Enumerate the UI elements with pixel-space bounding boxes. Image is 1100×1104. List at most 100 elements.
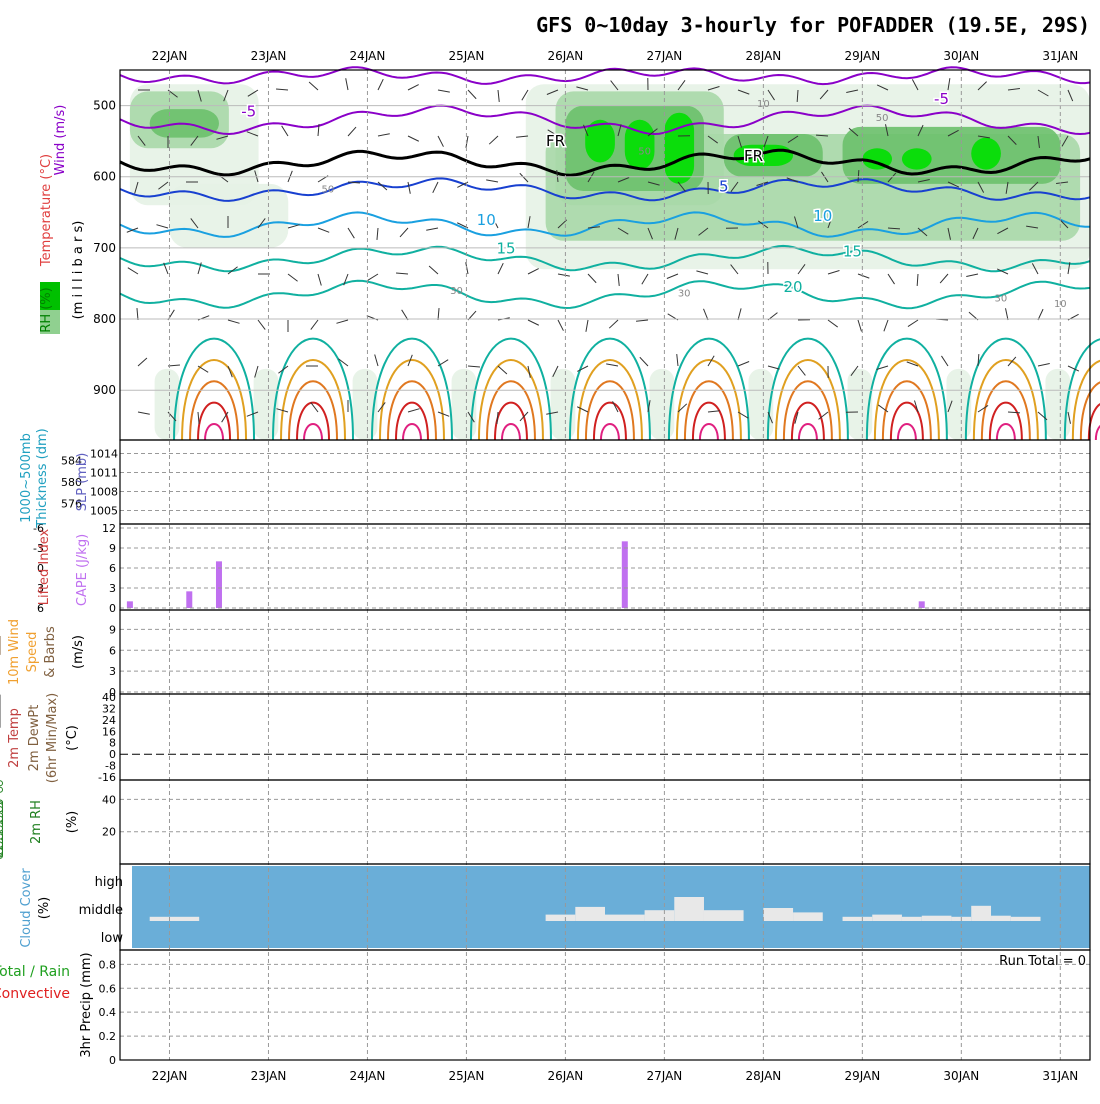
- axis-label: RH (%): [39, 287, 54, 332]
- axis-label: SLP (mb): [75, 453, 90, 512]
- cape-tick: 0: [109, 602, 116, 615]
- axis-label: (%): [37, 897, 52, 920]
- rh-shading: [971, 138, 1001, 170]
- cloud-block: [971, 906, 991, 921]
- precip-tick: 0.6: [99, 982, 117, 995]
- pressure-tick: 600: [93, 170, 116, 184]
- precip-legend-convective: Convective: [0, 986, 70, 1002]
- date-label-top: 29JAN: [844, 49, 880, 63]
- pressure-tick: 700: [93, 241, 116, 255]
- cloud-block: [763, 908, 793, 921]
- date-label-top: 28JAN: [745, 49, 781, 63]
- rh-tick: 20: [102, 826, 116, 839]
- date-label-top: 31JAN: [1042, 49, 1078, 63]
- axis-label: Wind (m/s): [53, 105, 68, 176]
- cloud-level-label: low: [101, 931, 124, 946]
- cloud-block: [922, 916, 952, 921]
- contour-label: 15: [843, 242, 862, 260]
- axis-label: Temperature (°C): [39, 154, 54, 267]
- rh-contour-label: 10: [757, 99, 770, 110]
- rh-contour-label: 10: [1054, 299, 1067, 310]
- rh-point: [0, 787, 3, 792]
- temp-tick: -16: [98, 771, 116, 784]
- axis-label: Thickness (dm): [35, 428, 50, 528]
- date-label-top: 26JAN: [548, 49, 584, 63]
- axis-label: (6hr Min/Max): [45, 693, 60, 783]
- axis-label: 1000~500mb: [19, 433, 34, 523]
- date-label-bottom: 28JAN: [745, 1069, 781, 1083]
- cloud-block: [645, 910, 675, 921]
- rh-point: [0, 807, 3, 812]
- date-label-bottom: 23JAN: [251, 1069, 287, 1083]
- contour-label: FR: [546, 132, 565, 150]
- cloud-block: [872, 915, 902, 921]
- cloud-level-label: middle: [79, 903, 123, 918]
- rh-point: [0, 842, 3, 847]
- rh-tick: 40: [102, 793, 116, 806]
- rh-shading: [664, 113, 694, 184]
- rh-point: [0, 816, 3, 821]
- axis-label: 2m DewPt: [27, 705, 42, 772]
- date-label-top: 30JAN: [943, 49, 979, 63]
- date-label-top: 22JAN: [152, 49, 188, 63]
- date-label-bottom: 30JAN: [943, 1069, 979, 1083]
- date-label-bottom: 24JAN: [350, 1069, 386, 1083]
- rh-point: [0, 826, 3, 831]
- rh-point: [0, 849, 3, 854]
- cape-bar: [127, 601, 133, 608]
- cloud-block: [991, 916, 1011, 921]
- slp-tick: 1008: [90, 486, 118, 499]
- rh-contour-label: 30: [678, 288, 691, 299]
- cape-tick: 9: [109, 542, 116, 555]
- cloud-block: [793, 912, 823, 921]
- contour-label: FR: [744, 147, 763, 165]
- rh-contour-label: 50: [876, 113, 889, 124]
- rh-point: [0, 834, 3, 839]
- precip-tick: 0.8: [99, 958, 117, 971]
- contour-label: -5: [934, 90, 949, 108]
- cape-tick: 6: [109, 562, 116, 575]
- cloud-block: [902, 917, 922, 921]
- axis-label: 2m Temp: [7, 708, 22, 768]
- cloud-block: [575, 907, 605, 921]
- rh-contour-label: 30: [450, 286, 463, 297]
- axis-label: 3hr Precip (mm): [79, 952, 94, 1057]
- precip-tick: 0.2: [99, 1030, 117, 1043]
- contour-label: -5: [241, 102, 256, 120]
- rh-contour-label: 50: [638, 147, 651, 158]
- axis-label: (m/s): [71, 635, 86, 669]
- date-label-bottom: 27JAN: [646, 1069, 682, 1083]
- wind-tick: 9: [109, 623, 116, 636]
- axis-label: (%): [65, 811, 80, 834]
- axis-label: 10m Wind: [7, 619, 22, 685]
- slp-tick: 1005: [90, 505, 118, 518]
- date-label-bottom: 25JAN: [449, 1069, 485, 1083]
- axis-label: & Barbs: [43, 626, 58, 678]
- axis-label: 2m RH: [29, 800, 44, 844]
- date-label-bottom: 29JAN: [844, 1069, 880, 1083]
- cape-bar: [622, 541, 628, 608]
- wind-tick: 3: [109, 665, 116, 678]
- contour-label: 20: [784, 278, 803, 296]
- date-label-bottom: 26JAN: [548, 1069, 584, 1083]
- cape-bar: [919, 601, 925, 608]
- pressure-tick: 900: [93, 383, 116, 397]
- pressure-tick: 500: [93, 99, 116, 113]
- pressure-tick: 800: [93, 312, 116, 326]
- slp-tick: 1011: [90, 467, 118, 480]
- rh-contour-label: 50: [321, 184, 334, 195]
- cape-tick: 3: [109, 582, 116, 595]
- cloud-block: [843, 917, 873, 921]
- date-label-bottom: 22JAN: [152, 1069, 188, 1083]
- date-label-bottom: 31JAN: [1042, 1069, 1078, 1083]
- cloud-level-label: high: [95, 875, 123, 890]
- run-total: Run Total = 0: [999, 954, 1086, 969]
- precip-tick: 0: [109, 1054, 116, 1067]
- cloud-block: [1011, 917, 1041, 921]
- date-label-top: 25JAN: [449, 49, 485, 63]
- contour-label: 10: [477, 211, 496, 229]
- contour-label: 10: [813, 207, 832, 225]
- axis-label: (°C): [65, 725, 80, 751]
- rh-shading: [169, 184, 288, 248]
